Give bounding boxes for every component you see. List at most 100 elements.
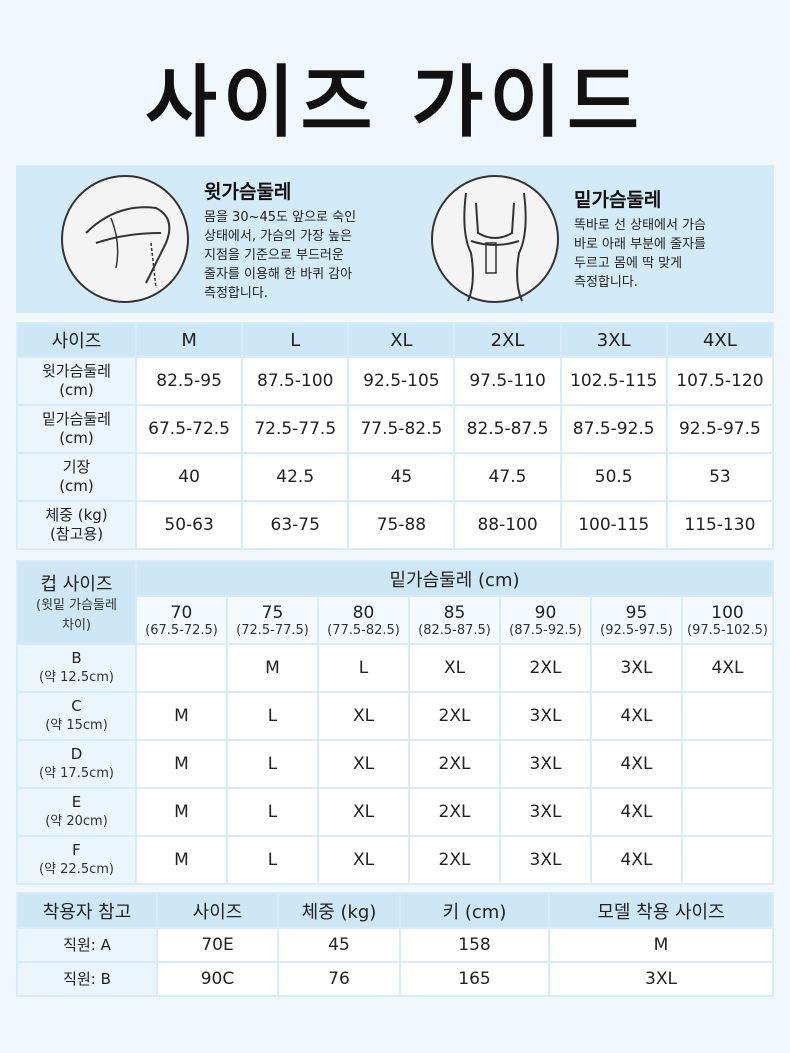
cup-size: L [226, 691, 319, 741]
cup-subtitle: 차이) [62, 618, 91, 633]
cup-size: 2XL [408, 835, 501, 885]
cup-title: 컵 사이즈 [40, 574, 113, 595]
cup-label: B (약 12.5cm) [16, 643, 137, 693]
model-cell: 45 [277, 927, 401, 963]
header-cell: 사이즈 [156, 892, 279, 929]
model-label: 직원: B [16, 961, 158, 997]
size-cell: 45 [347, 452, 456, 502]
size-cell: 97.5-110 [453, 356, 562, 406]
band-cell: 100 (97.5-102.5) [681, 595, 774, 645]
cup-size: 2XL [408, 739, 501, 789]
cup-size: 3XL [499, 739, 592, 789]
cup-table: 컵 사이즈 (윗밑 가슴둘레 차이) 밑가슴둘레 (cm) 70 (67.5-72.5) 7… [16, 560, 774, 885]
model-cell: M [548, 927, 774, 963]
cup-size: M [135, 835, 228, 885]
size-cell: 50-63 [134, 500, 244, 550]
cup-size: L [226, 787, 319, 837]
size-cell: 50.5 [559, 452, 668, 502]
header-cell: 4XL [665, 322, 775, 358]
band-cell: 70 (67.5-72.5) [135, 595, 228, 645]
cup: F [72, 841, 81, 859]
cup-row: E (약 20cm) M L XL 2XL 3XL 4XL [16, 787, 774, 837]
cup-size: 2XL [499, 643, 592, 693]
size-cell: 77.5-82.5 [347, 404, 456, 454]
band-range: (87.5-92.5) [509, 622, 582, 638]
band-cell: 80 (77.5-82.5) [317, 595, 410, 645]
cup-subtitle: (윗밑 가슴둘레 [36, 598, 117, 613]
cup-size: 4XL [681, 643, 774, 693]
cup-size: L [226, 835, 319, 885]
size-cell: 82.5-95 [134, 356, 244, 406]
cup-size: M [135, 787, 228, 837]
row-label-line: (참고용) [49, 525, 104, 543]
cup-label: C (약 15cm) [16, 691, 137, 741]
band-range: (82.5-87.5) [418, 622, 491, 638]
measure-upper: 윗가슴둘레 몸을 30~45도 앞으로 숙인 상태에서, 가슴의 가장 높은 지점을… [56, 165, 396, 313]
measure-lower: 밑가슴둘레 똑바로 선 상태에서 가슴 바로 아래 부분에 줄자를 두르고 몸에 딱… [426, 165, 766, 313]
size-row: 밑가슴둘레 (cm) 67.5-72.5 72.5-77.5 77.5-82.5 82.5… [16, 404, 775, 454]
cup-size: XL [317, 739, 410, 789]
band-title: 밑가슴둘레 (cm) [135, 560, 774, 597]
size-cell: 72.5-77.5 [241, 404, 350, 454]
band-row: 70 (67.5-72.5) 75 (72.5-77.5) 80 (77.5-82.5) 8… [17, 595, 774, 645]
cup-label: D (약 17.5cm) [16, 739, 137, 789]
row-label-line: 밑가슴둘레 [41, 410, 111, 428]
header-cell: M [134, 322, 244, 358]
cup-size [681, 835, 774, 885]
row-label-line: (cm) [59, 477, 94, 495]
cup-diff: (약 20cm) [45, 814, 108, 829]
header-cell: 3XL [559, 322, 668, 358]
model-cell: 3XL [548, 961, 774, 997]
size-cell: 75-88 [347, 500, 456, 550]
cup-size [681, 787, 774, 837]
size-cell: 88-100 [453, 500, 562, 550]
band: 85 [443, 602, 466, 623]
measure-line: 몸을 30~45도 앞으로 숙인 [204, 210, 357, 225]
size-cell: 40 [134, 452, 244, 502]
measure-line: 측정합니다. [204, 286, 268, 301]
size-cell: 92.5-97.5 [665, 404, 775, 454]
band: 90 [534, 602, 557, 623]
header-cell: XL [347, 322, 456, 358]
measure-lower-text: 밑가슴둘레 똑바로 선 상태에서 가슴 바로 아래 부분에 줄자를 두르고 몸에 딱… [574, 185, 706, 292]
band-cell: 75 (72.5-77.5) [226, 595, 319, 645]
row-label: 기장 (cm) [16, 452, 137, 502]
band-cell: 85 (82.5-87.5) [408, 595, 501, 645]
cup-size [135, 643, 228, 693]
measure-panel: 윗가슴둘레 몸을 30~45도 앞으로 숙인 상태에서, 가슴의 가장 높은 지점을… [16, 165, 774, 313]
page-title: 사이즈 가이드 [145, 58, 645, 148]
header-cell: 체중 (kg) [277, 892, 401, 929]
cup: C [71, 697, 82, 715]
cup-size: XL [317, 835, 410, 885]
illustration-upper [61, 175, 189, 303]
header-cell: 사이즈 [16, 322, 137, 358]
model-cell: 76 [277, 961, 401, 997]
cup-size: M [135, 691, 228, 741]
cup-size: L [317, 643, 410, 693]
cup-size: L [226, 739, 319, 789]
measure-line: 측정합니다. [574, 275, 638, 290]
band-range: (67.5-72.5) [145, 622, 218, 638]
size-cell: 47.5 [453, 452, 562, 502]
illustration-lower [431, 175, 559, 303]
cup-size: 2XL [408, 787, 501, 837]
cup-size: XL [317, 691, 410, 741]
cup-row: C (약 15cm) M L XL 2XL 3XL 4XL [16, 691, 774, 741]
band-cell: 95 (92.5-97.5) [590, 595, 683, 645]
cup-size: XL [408, 643, 501, 693]
cup-row: D (약 17.5cm) M L XL 2XL 3XL 4XL [16, 739, 774, 789]
measure-line: 지점을 기준으로 부드러운 [204, 248, 344, 263]
band-cell: 90 (87.5-92.5) [499, 595, 592, 645]
row-label: 밑가슴둘레 (cm) [16, 404, 137, 454]
band: 70 [170, 602, 193, 623]
size-cell: 102.5-115 [559, 356, 668, 406]
cup-diff: (약 17.5cm) [39, 766, 114, 781]
row-label: 윗가슴둘레 (cm) [16, 356, 137, 406]
measure-upper-text: 윗가슴둘레 몸을 30~45도 앞으로 숙인 상태에서, 가슴의 가장 높은 지점을… [204, 177, 356, 303]
measure-title: 밑가슴둘레 [574, 189, 662, 211]
model-table: 착용자 참고 사이즈 체중 (kg) 키 (cm) 모델 착용 사이즈 직원: A 70E 4… [16, 892, 774, 997]
band-range: (92.5-97.5) [600, 622, 673, 638]
size-cell: 42.5 [241, 452, 350, 502]
model-cell: 90C [156, 961, 279, 997]
